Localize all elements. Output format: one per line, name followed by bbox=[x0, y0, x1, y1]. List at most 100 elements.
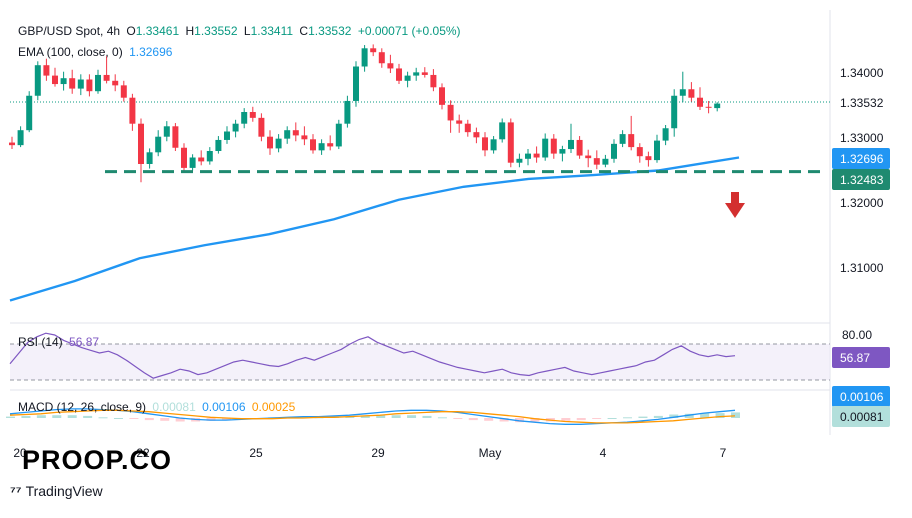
macd-histogram-bar bbox=[345, 416, 355, 418]
macd-histogram-bar bbox=[484, 418, 494, 421]
candle bbox=[611, 139, 617, 163]
down-arrow-icon bbox=[725, 192, 745, 218]
candle bbox=[318, 139, 325, 155]
candle bbox=[249, 106, 256, 122]
ema-value: 1.32696 bbox=[129, 45, 173, 59]
candle bbox=[585, 149, 592, 168]
candle-body bbox=[705, 106, 712, 108]
macd-histogram-bar bbox=[206, 418, 216, 421]
macd-hist-badge[interactable]: 0.00081 bbox=[832, 406, 890, 427]
support-price-badge[interactable]: 1.32483 bbox=[832, 169, 890, 190]
macd-histogram-bar bbox=[499, 418, 509, 422]
candle-body bbox=[430, 74, 437, 88]
candle-body bbox=[671, 95, 678, 129]
candle-body bbox=[439, 87, 445, 105]
candle-body bbox=[697, 97, 703, 107]
ema-legend[interactable]: EMA (100, close, 0) 1.32696 bbox=[18, 45, 175, 59]
candle-body bbox=[120, 85, 127, 98]
close-value: 1.33532 bbox=[308, 24, 352, 38]
rsi-legend[interactable]: RSI (14) 56.87 bbox=[18, 335, 102, 349]
candle bbox=[17, 126, 24, 148]
macd-signal-line bbox=[9, 409, 736, 424]
candle-body bbox=[17, 130, 24, 146]
macd-signal-value: 0.00025 bbox=[251, 400, 296, 414]
macd-histogram-bar bbox=[623, 417, 633, 419]
candle-body bbox=[387, 63, 394, 69]
rsi-value-badge[interactable]: 56.87 bbox=[832, 347, 890, 368]
macd-line-badge[interactable]: 0.00106 bbox=[832, 386, 890, 407]
candle-body bbox=[34, 65, 41, 96]
candle-body bbox=[327, 143, 334, 147]
tradingview-logo[interactable]: ⁷⁷ TradingView bbox=[10, 483, 103, 499]
candle bbox=[387, 54, 394, 73]
rsi-value-badge-bg bbox=[832, 347, 890, 368]
candle bbox=[292, 122, 299, 142]
candle-body bbox=[568, 139, 574, 150]
candle-body bbox=[525, 153, 531, 159]
candle-body bbox=[628, 134, 635, 148]
candle bbox=[490, 136, 497, 154]
candle-body bbox=[464, 123, 471, 133]
macd-histogram-bar bbox=[669, 414, 679, 418]
candle bbox=[353, 61, 359, 107]
candle-body bbox=[52, 75, 58, 85]
candle-body bbox=[645, 156, 652, 161]
macd-histogram-bar bbox=[407, 415, 417, 418]
candle bbox=[224, 126, 230, 144]
candle bbox=[52, 67, 58, 87]
rsi-line bbox=[9, 332, 736, 379]
macd-line-value: 0.00106 bbox=[202, 400, 246, 414]
macd-histogram-bar bbox=[129, 418, 139, 419]
macd-histogram-bar bbox=[52, 415, 62, 418]
candle bbox=[705, 100, 712, 114]
candle-body bbox=[542, 138, 549, 158]
candle bbox=[103, 56, 110, 84]
macd-histogram-bar bbox=[700, 413, 710, 418]
macd-hist-badge-bg bbox=[832, 406, 890, 427]
candle bbox=[464, 119, 471, 137]
rsi-value: 56.87 bbox=[69, 335, 100, 349]
candle bbox=[542, 133, 549, 161]
macd-histogram-bar bbox=[299, 416, 309, 418]
candle-body bbox=[249, 112, 256, 118]
macd-histogram-bar bbox=[83, 415, 93, 418]
macd-line-badge-text: 0.00106 bbox=[840, 390, 884, 404]
candle bbox=[34, 61, 41, 101]
time-axis-label: 25 bbox=[249, 446, 263, 460]
support-price-badge-bg bbox=[832, 169, 890, 190]
candle bbox=[654, 134, 660, 163]
candle bbox=[155, 130, 162, 157]
candle bbox=[430, 69, 437, 92]
candle-body bbox=[69, 78, 76, 89]
candle-body bbox=[267, 136, 273, 149]
candle bbox=[189, 154, 196, 171]
ema-line bbox=[9, 156, 740, 302]
candle bbox=[215, 136, 222, 154]
candle bbox=[86, 74, 93, 97]
ema-price-badge[interactable]: 1.32696 bbox=[832, 148, 890, 169]
price-tick-label: 1.33000 bbox=[840, 131, 884, 145]
candle bbox=[112, 74, 119, 92]
ema-price-badge-bg bbox=[832, 148, 890, 169]
candle-body bbox=[516, 158, 523, 163]
candle bbox=[69, 69, 76, 94]
macd-histogram-bar bbox=[530, 418, 540, 422]
macd-histogram-bar bbox=[391, 415, 401, 418]
candle bbox=[619, 130, 626, 148]
macd-legend[interactable]: MACD (12, 26, close, 9) 0.00081 0.00106 … bbox=[18, 400, 298, 414]
candle-body bbox=[241, 112, 248, 124]
candle bbox=[335, 119, 342, 150]
candle-body bbox=[456, 120, 463, 124]
candle bbox=[241, 108, 248, 129]
candle bbox=[568, 123, 574, 153]
ema-label: EMA (100, close, 0) bbox=[18, 45, 123, 59]
time-axis-label: 4 bbox=[600, 446, 607, 460]
last-price-badge[interactable]: 1.33532 bbox=[832, 92, 890, 113]
candle-body bbox=[284, 130, 291, 139]
macd-histogram-bar bbox=[653, 415, 663, 418]
candle bbox=[267, 130, 273, 155]
macd-histogram-bar bbox=[731, 412, 740, 418]
symbol-label[interactable]: GBP/USD Spot, 4h bbox=[18, 24, 121, 38]
